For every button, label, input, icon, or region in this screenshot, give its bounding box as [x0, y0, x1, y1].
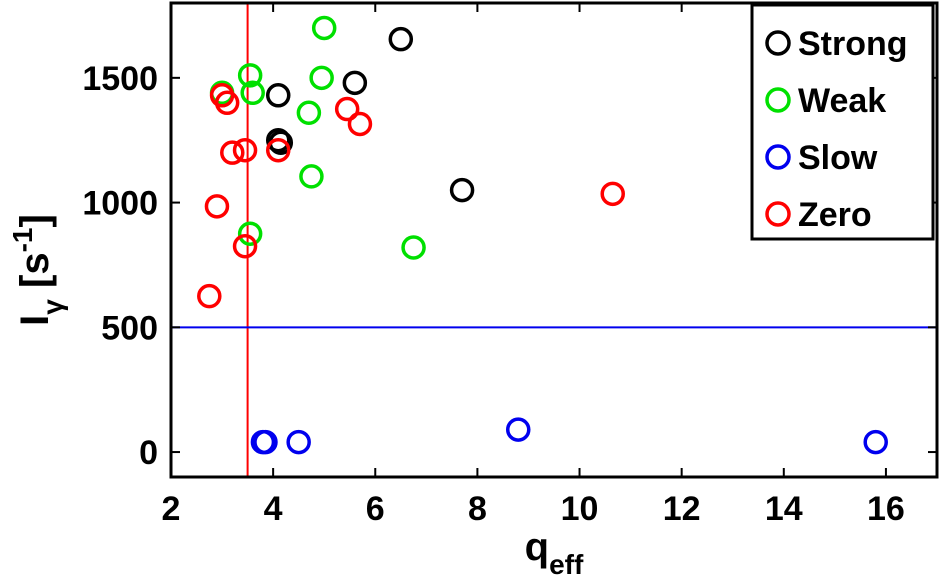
data-point-zero: [265, 137, 291, 163]
y-tick-label: 500: [101, 309, 158, 347]
data-point-zero: [347, 111, 373, 137]
data-point-zero: [232, 137, 258, 163]
x-tick-label: 14: [765, 490, 803, 528]
data-point-strong: [265, 127, 291, 153]
data-point-weak: [296, 100, 322, 126]
legend-label-weak: Weak: [798, 82, 886, 120]
data-point-weak: [311, 15, 337, 41]
y-tick-label: 1000: [82, 185, 158, 223]
y-tick-label: 1500: [82, 60, 158, 98]
legend: Strong Weak Slow Zero: [750, 3, 935, 241]
data-point-slow: [286, 429, 311, 455]
data-point-weak: [299, 164, 324, 189]
data-point-strong: [449, 177, 475, 203]
legend-marker-zero: [765, 201, 791, 227]
data-point-strong: [265, 83, 291, 108]
legend-marker-weak: [765, 87, 791, 113]
data-point-strong: [342, 70, 368, 96]
x-tick-label: 6: [366, 490, 385, 528]
data-point-weak: [240, 80, 265, 106]
x-tick-label: 12: [663, 490, 701, 528]
y-tick-label: 0: [139, 434, 158, 472]
y-axis-label: Iγ [s-1]: [7, 214, 68, 326]
data-point-weak: [237, 221, 263, 247]
data-point-weak: [401, 235, 426, 260]
legend-label-slow: Slow: [798, 139, 878, 177]
data-point-strong: [388, 26, 414, 52]
legend-label-zero: Zero: [798, 196, 872, 234]
data-point-zero: [204, 194, 230, 219]
data-points: [197, 15, 888, 455]
data-point-zero: [214, 90, 240, 116]
x-tick-label: 8: [468, 490, 487, 528]
x-tick-label: 10: [561, 490, 599, 528]
legend-box: [750, 3, 935, 241]
data-point-slow: [863, 429, 888, 455]
data-point-zero: [600, 181, 625, 207]
axis-ticks: 2 4 6 8 10 12 14 16 0 500 1000 1500: [82, 3, 937, 528]
data-point-zero: [334, 96, 360, 122]
x-tick-label: 16: [867, 490, 905, 528]
legend-marker-slow: [765, 144, 791, 170]
data-point-weak: [237, 63, 263, 88]
data-point-weak: [309, 65, 334, 91]
data-point-slow: [253, 429, 278, 455]
data-point-zero: [232, 233, 258, 259]
x-tick-label: 2: [162, 490, 181, 528]
data-point-slow: [506, 417, 531, 442]
data-point-zero: [220, 140, 245, 165]
plot-frame: [169, 1, 939, 479]
legend-label-strong: Strong: [798, 25, 908, 63]
x-axis-label: qeff: [525, 525, 584, 580]
x-tick-label: 4: [264, 490, 283, 528]
legend-marker-strong: [765, 30, 791, 56]
data-point-zero: [197, 283, 222, 309]
